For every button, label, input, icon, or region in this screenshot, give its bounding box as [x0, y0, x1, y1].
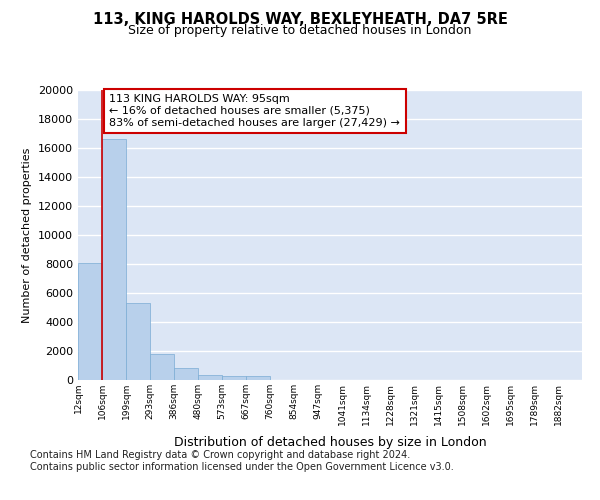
Bar [78, 262, 102, 380]
Bar [198, 375, 222, 380]
Bar [126, 303, 150, 380]
Bar [174, 368, 198, 380]
Bar [222, 376, 246, 380]
Text: Contains HM Land Registry data © Crown copyright and database right 2024.: Contains HM Land Registry data © Crown c… [30, 450, 410, 460]
Bar [102, 140, 126, 380]
Bar [150, 354, 174, 380]
Text: Contains public sector information licensed under the Open Government Licence v3: Contains public sector information licen… [30, 462, 454, 472]
Text: 113 KING HAROLDS WAY: 95sqm
← 16% of detached houses are smaller (5,375)
83% of : 113 KING HAROLDS WAY: 95sqm ← 16% of det… [109, 94, 400, 128]
Text: 113, KING HAROLDS WAY, BEXLEYHEATH, DA7 5RE: 113, KING HAROLDS WAY, BEXLEYHEATH, DA7 … [92, 12, 508, 28]
Y-axis label: Number of detached properties: Number of detached properties [22, 148, 32, 322]
X-axis label: Distribution of detached houses by size in London: Distribution of detached houses by size … [173, 436, 487, 449]
Text: Size of property relative to detached houses in London: Size of property relative to detached ho… [128, 24, 472, 37]
Bar [246, 376, 270, 380]
